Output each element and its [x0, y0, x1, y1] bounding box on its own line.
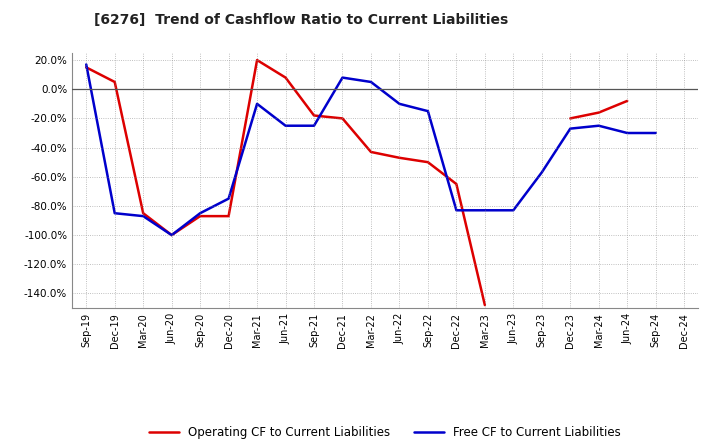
Free CF to Current Liabilities — [480, 208, 489, 213]
Free CF to Current Liabilities — [623, 130, 631, 136]
Free CF to Current Liabilities — [139, 213, 148, 219]
Free CF to Current Liabilities — [423, 109, 432, 114]
Free CF to Current Liabilities — [338, 75, 347, 80]
Free CF to Current Liabilities — [595, 123, 603, 128]
Free CF to Current Liabilities — [537, 170, 546, 175]
Operating CF to Current Liabilities — [452, 181, 461, 187]
Operating CF to Current Liabilities — [196, 213, 204, 219]
Operating CF to Current Liabilities — [253, 58, 261, 63]
Free CF to Current Liabilities — [566, 126, 575, 131]
Operating CF to Current Liabilities — [282, 75, 290, 80]
Operating CF to Current Liabilities — [480, 302, 489, 308]
Free CF to Current Liabilities — [509, 208, 518, 213]
Free CF to Current Liabilities — [282, 123, 290, 128]
Operating CF to Current Liabilities — [395, 155, 404, 161]
Free CF to Current Liabilities — [110, 211, 119, 216]
Free CF to Current Liabilities — [253, 101, 261, 106]
Free CF to Current Liabilities — [366, 79, 375, 84]
Line: Free CF to Current Liabilities: Free CF to Current Liabilities — [86, 65, 656, 235]
Free CF to Current Liabilities — [395, 101, 404, 106]
Operating CF to Current Liabilities — [167, 232, 176, 238]
Operating CF to Current Liabilities — [338, 116, 347, 121]
Free CF to Current Liabilities — [196, 211, 204, 216]
Legend: Operating CF to Current Liabilities, Free CF to Current Liabilities: Operating CF to Current Liabilities, Fre… — [145, 421, 626, 440]
Operating CF to Current Liabilities — [423, 160, 432, 165]
Free CF to Current Liabilities — [310, 123, 318, 128]
Operating CF to Current Liabilities — [366, 149, 375, 154]
Operating CF to Current Liabilities — [225, 213, 233, 219]
Operating CF to Current Liabilities — [82, 65, 91, 70]
Free CF to Current Liabilities — [225, 196, 233, 201]
Line: Operating CF to Current Liabilities: Operating CF to Current Liabilities — [86, 60, 485, 305]
Free CF to Current Liabilities — [652, 130, 660, 136]
Operating CF to Current Liabilities — [310, 113, 318, 118]
Text: [6276]  Trend of Cashflow Ratio to Current Liabilities: [6276] Trend of Cashflow Ratio to Curren… — [94, 13, 508, 27]
Operating CF to Current Liabilities — [139, 211, 148, 216]
Free CF to Current Liabilities — [82, 62, 91, 67]
Operating CF to Current Liabilities — [110, 79, 119, 84]
Free CF to Current Liabilities — [167, 232, 176, 238]
Free CF to Current Liabilities — [452, 208, 461, 213]
